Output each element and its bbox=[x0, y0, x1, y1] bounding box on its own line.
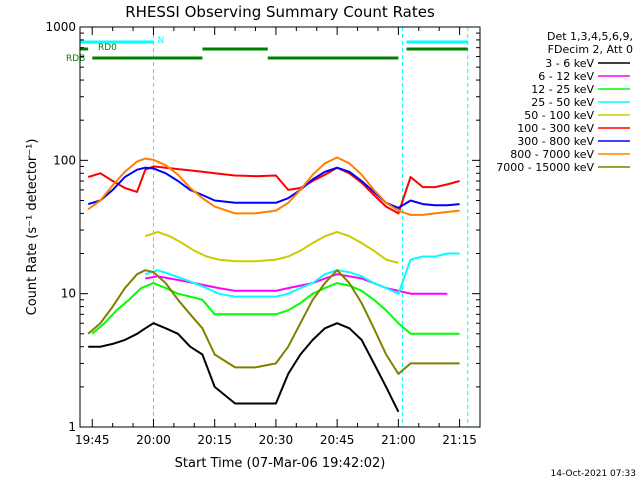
flag-label: RDB bbox=[66, 54, 85, 64]
legend-label: 3 - 6 keV bbox=[545, 57, 594, 70]
x-tick-label: 20:45 bbox=[320, 433, 355, 447]
legend-label: 7000 - 15000 keV bbox=[496, 161, 594, 174]
x-tick-label: 20:00 bbox=[136, 433, 171, 447]
legend-label: 12 - 25 keV bbox=[531, 83, 594, 96]
chart-title: RHESSI Observing Summary Count Rates bbox=[125, 3, 435, 21]
plot-frame bbox=[79, 26, 481, 428]
series-line bbox=[87, 269, 460, 375]
series-line bbox=[91, 282, 460, 335]
legend-label: 50 - 100 keV bbox=[524, 109, 594, 122]
series-line bbox=[87, 166, 460, 209]
flag-label: RD0 bbox=[98, 43, 117, 53]
axes: 1 10 100 1000 19:45 20:00 20:15 20:30 20:45 21:00… bbox=[45, 20, 481, 447]
series-line bbox=[88, 322, 400, 413]
legend-label: 6 - 12 keV bbox=[538, 70, 594, 83]
y-tick-label: 1 bbox=[68, 420, 76, 434]
y-tick-label: 100 bbox=[53, 153, 76, 167]
timestamp-footer: 14-Oct-2021 07:33 bbox=[551, 469, 636, 479]
y-axis-label: Count Rate (s⁻¹ detector⁻¹) bbox=[25, 139, 40, 316]
flag-label: N bbox=[157, 36, 164, 46]
legend-label: 300 - 800 keV bbox=[517, 135, 594, 148]
legend: Det 1,3,4,5,6,9,FDecim 2, Att 03 - 6 keV… bbox=[496, 30, 633, 174]
x-tick-label: 21:15 bbox=[442, 433, 477, 447]
y-tick-label: 1000 bbox=[45, 20, 76, 34]
legend-label: 25 - 50 keV bbox=[531, 96, 594, 109]
x-tick-label: 20:30 bbox=[259, 433, 294, 447]
plot-area: N RD0 RDB bbox=[66, 27, 469, 427]
y-tick-label: 10 bbox=[61, 287, 76, 301]
x-tick-label: 21:00 bbox=[381, 433, 416, 447]
x-tick-label: 19:45 bbox=[75, 433, 110, 447]
x-axis-label: Start Time (07-Mar-06 19:42:02) bbox=[175, 456, 386, 471]
legend-label: 100 - 300 keV bbox=[517, 122, 594, 135]
legend-label: 800 - 7000 keV bbox=[510, 148, 594, 161]
series-line bbox=[144, 231, 399, 264]
x-tick-label: 20:15 bbox=[197, 433, 232, 447]
series-line bbox=[87, 156, 460, 216]
legend-header: Det 1,3,4,5,6,9, bbox=[547, 30, 633, 43]
series-line bbox=[144, 252, 460, 298]
legend-header: FDecim 2, Att 0 bbox=[548, 43, 633, 56]
